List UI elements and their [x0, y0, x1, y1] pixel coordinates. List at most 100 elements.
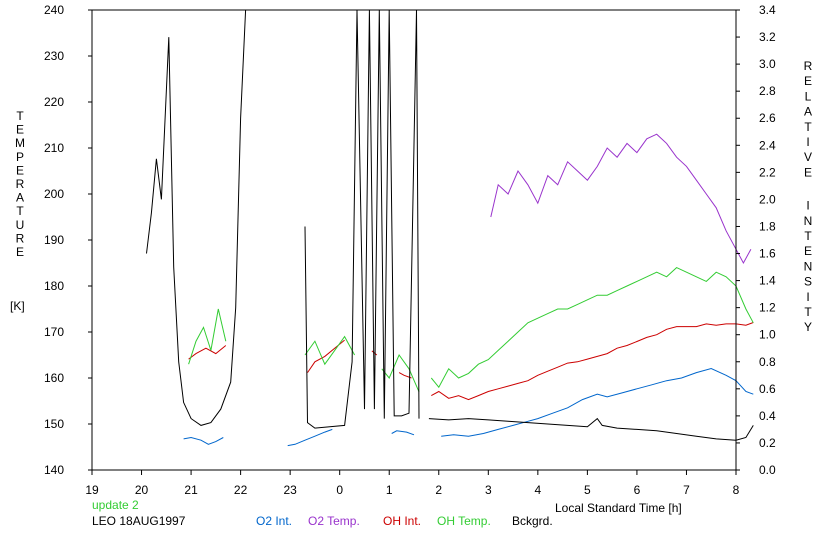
right-tick-label: 0.4 [759, 409, 776, 423]
series-line-oh-int [431, 322, 754, 401]
right-tick-label: 2.4 [759, 138, 776, 152]
right-tick-label: 1.8 [759, 219, 776, 233]
series-line-oh-temp [188, 308, 227, 365]
right-axis-title-letter: R [804, 59, 813, 73]
left-axis-title-letter: E [16, 245, 24, 259]
right-axis-title-letter: Y [804, 320, 812, 334]
left-axis-title-letter: T [16, 204, 24, 218]
status-text: update 2 [92, 498, 139, 512]
right-tick-label: 2.0 [759, 192, 776, 206]
right-tick-label: 0.6 [759, 382, 776, 396]
right-axis-title-letter: N [804, 214, 813, 228]
left-tick-label: 140 [44, 463, 64, 477]
right-axis-title-letter: S [804, 275, 812, 289]
left-axis-title-letter: R [16, 177, 25, 191]
x-tick-label: 4 [535, 483, 542, 497]
x-tick-label: 8 [733, 483, 740, 497]
right-axis-title-letter: N [804, 259, 813, 273]
right-axis-title-letter: T [804, 229, 812, 243]
x-tick-label: 1 [386, 483, 393, 497]
left-axis-title-letter: M [15, 136, 25, 150]
series-line-oh-temp [430, 267, 754, 389]
left-tick-label: 180 [44, 279, 64, 293]
right-tick-label: 0.2 [759, 436, 776, 450]
right-tick-label: 3.4 [759, 3, 776, 17]
x-tick-label: 7 [683, 483, 690, 497]
series-layer [146, 9, 754, 447]
series-line-bckgrd [428, 417, 754, 441]
legend-entry: OH Temp. [437, 514, 491, 528]
axes-layer: 1401501601701801902002102202302400.00.20… [44, 3, 776, 497]
legend-entry: OH Int. [383, 514, 421, 528]
series-line-o2-int [287, 428, 333, 447]
series-line-oh-int [188, 345, 227, 360]
right-tick-label: 3.0 [759, 57, 776, 71]
x-tick-label: 6 [634, 483, 641, 497]
left-axis-title-letter: E [16, 163, 24, 177]
station-text: LEO 18AUG1997 [92, 514, 186, 528]
left-axis-title-letter: P [16, 150, 24, 164]
x-tick-label: 0 [336, 483, 343, 497]
x-tick-label: 19 [85, 483, 99, 497]
x-tick-label: 21 [184, 483, 198, 497]
left-axis-unit: [K] [10, 299, 25, 313]
left-tick-label: 230 [44, 49, 64, 63]
left-tick-label: 220 [44, 95, 64, 109]
x-tick-label: 3 [485, 483, 492, 497]
series-line-oh-temp [304, 335, 356, 366]
left-tick-label: 200 [44, 187, 64, 201]
left-axis-title-letter: R [16, 231, 25, 245]
left-axis-title-letter: U [16, 218, 25, 232]
right-tick-label: 0.0 [759, 463, 776, 477]
left-axis-title-letter: E [16, 123, 24, 137]
legend-entry: O2 Int. [256, 514, 292, 528]
series-line-o2-int [391, 430, 415, 436]
right-axis-title-letter: E [804, 244, 812, 258]
right-tick-label: 1.4 [759, 274, 776, 288]
x-tick-label: 20 [135, 483, 149, 497]
right-axis-title-letter: I [806, 135, 809, 149]
legend-layer: O2 Int. O2 Temp. OH Int. OH Temp. Bckgrd. [256, 514, 553, 528]
right-tick-label: 3.2 [759, 30, 776, 44]
right-axis-title-letter: I [806, 199, 809, 213]
right-tick-label: 0.8 [759, 355, 776, 369]
x-axis-title: Local Standard Time [h] [555, 501, 682, 515]
right-axis-title-letter: V [804, 150, 812, 164]
left-tick-label: 150 [44, 417, 64, 431]
right-tick-label: 1.6 [759, 247, 776, 261]
right-tick-label: 1.2 [759, 301, 776, 315]
right-axis-title-letter: T [804, 120, 812, 134]
right-axis-title-letter: T [804, 305, 812, 319]
left-tick-label: 190 [44, 233, 64, 247]
right-tick-label: 2.2 [759, 165, 776, 179]
right-axis-title-letter: I [806, 290, 809, 304]
right-tick-label: 1.0 [759, 328, 776, 342]
series-line-o2-int [441, 367, 754, 437]
right-axis-title-letter: A [804, 105, 812, 119]
right-axis-title-letter: E [804, 74, 812, 88]
left-axis-title-letter: T [16, 109, 24, 123]
right-axis-title-letter: L [805, 89, 812, 103]
left-tick-label: 240 [44, 3, 64, 17]
series-line-bckgrd [146, 9, 247, 426]
series-line-oh-int [371, 350, 378, 356]
right-tick-label: 2.8 [759, 84, 776, 98]
left-axis-title-letter: A [16, 191, 24, 205]
x-tick-label: 5 [584, 483, 591, 497]
left-tick-label: 160 [44, 371, 64, 385]
series-line-o2-int [183, 436, 224, 445]
x-tick-label: 23 [283, 483, 297, 497]
series-line-oh-int [398, 372, 412, 379]
right-axis-title-letter: E [804, 165, 812, 179]
x-tick-label: 22 [234, 483, 248, 497]
series-line-o2-temp [490, 133, 752, 265]
left-tick-label: 170 [44, 325, 64, 339]
right-tick-label: 2.6 [759, 111, 776, 125]
series-line-oh-temp [381, 353, 420, 392]
left-tick-label: 210 [44, 141, 64, 155]
legend-entry: O2 Temp. [308, 514, 360, 528]
series-line-bckgrd [304, 9, 420, 429]
